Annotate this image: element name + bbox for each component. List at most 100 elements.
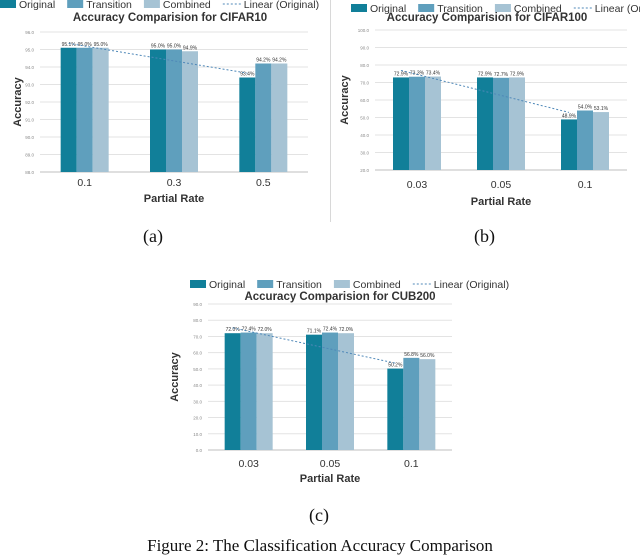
bar-value-label: 53.1% [594, 106, 609, 112]
legend-swatch-combined-b [494, 4, 511, 12]
bar-combined [509, 77, 525, 170]
bar-value-label: 54.0% [578, 105, 593, 111]
y-tick-label-c: 0.0 [196, 448, 203, 453]
bar-value-label: 94.9% [183, 45, 198, 51]
legend-swatch-transition-b [418, 4, 435, 12]
y-tick-label-c: 50.0 [193, 367, 202, 372]
x-tick-label-b: 0.03 [407, 179, 428, 191]
bar-value-label: 71.1% [307, 329, 322, 335]
legend-swatch-transition-a [67, 0, 84, 8]
y-tick-label-b: 80.0 [360, 63, 369, 68]
legend-swatch-combined-c [333, 280, 350, 288]
bar-group-c-0: 72.0% 72.4% 72.0% [224, 327, 273, 450]
bar-value-label: 95.0% [167, 44, 182, 50]
bar-value-label: 72.0% [258, 327, 273, 333]
y-tick-label-c: 80.0 [193, 318, 202, 323]
bar-combined [182, 51, 198, 172]
bar-original [477, 77, 493, 170]
y-tick-label-c: 40.0 [193, 383, 202, 388]
bar-original [60, 47, 77, 172]
bar-value-label: 56.0% [420, 353, 435, 359]
bar-group-c-1: 71.1% 72.4% 72.0% [306, 327, 354, 450]
bar-group-b-2: 48.9%54.0% 53.1% [561, 105, 609, 170]
bar-combined [425, 76, 441, 170]
sublabel-c: (c) [309, 505, 329, 525]
bar-original [239, 77, 256, 172]
bar-group-a-0: 95.1% 95.0% 95.0% [60, 42, 109, 172]
bar-combined [92, 47, 109, 172]
bar-transition [255, 63, 272, 172]
y-axis-label-c: Accuracy [169, 351, 181, 401]
bar-value-label: 93.4% [240, 72, 255, 78]
panel-divider [330, 0, 331, 222]
y-tick-label-a: 88.0 [25, 170, 34, 175]
bar-transition [493, 77, 509, 170]
legend-swatch-original-b [351, 4, 367, 12]
chart-b-svg: Original Transition Combined Linear (Origin… [339, 3, 640, 208]
bar-original [561, 119, 577, 170]
legend-label-combined-b: Combined [514, 3, 562, 15]
y-tick-label-c: 30.0 [193, 399, 202, 404]
bar-value-label: 72.9% [510, 71, 525, 77]
x-tick-label-b: 0.1 [578, 179, 593, 191]
x-axis-label-b: Partial Rate [471, 196, 532, 208]
x-tick-label-a: 0.5 [256, 177, 271, 189]
bar-original [224, 333, 241, 450]
bar-value-label: 73.3% [410, 71, 425, 77]
chart-title-b: Accuracy Comparision for CIFAR100 [387, 12, 588, 24]
x-tick-label-c: 0.05 [320, 458, 341, 470]
legend-label-original-a: Original [19, 0, 55, 11]
bar-value-label: 95.0% [78, 42, 93, 48]
bar-transition [409, 76, 425, 170]
x-tick-label-c: 0.03 [238, 458, 259, 470]
bar-value-label: 72.0% [226, 327, 241, 333]
x-tick-label-c: 0.1 [404, 458, 419, 470]
x-tick-label-b: 0.05 [491, 179, 512, 191]
x-tick-label-a: 0.1 [77, 177, 92, 189]
bar-value-label: 94.2% [272, 58, 287, 64]
y-tick-label-a: 92.0 [25, 100, 34, 105]
y-tick-label-c: 10.0 [193, 432, 202, 437]
chart-title-c: Accuracy Comparision for CUB200 [244, 291, 435, 303]
bar-value-label: 73.4% [426, 71, 441, 77]
sublabel-a: (a) [143, 226, 163, 246]
bar-value-label: 72.9% [478, 71, 493, 77]
y-tick-label-a: 91.0 [25, 118, 34, 123]
x-axis-label-a: Partial Rate [144, 193, 205, 205]
chart-title-a: Accuracy Comparision for CIFAR10 [73, 12, 267, 24]
bar-value-label: 72.4% [323, 327, 338, 333]
bar-original [306, 334, 322, 450]
legend-label-linear-a: Linear (Original) [244, 0, 319, 11]
legend-label-linear-b: Linear (Original) [595, 3, 640, 15]
y-axis-label-a: Accuracy [12, 76, 24, 126]
bar-transition [577, 110, 593, 170]
y-tick-label-c: 60.0 [193, 351, 202, 356]
y-tick-label-a: 93.0 [25, 83, 34, 88]
legend-swatch-combined-a [143, 0, 160, 8]
chart-panel-b: Original Transition Combined Linear (Origin… [335, 0, 640, 220]
bar-original [150, 49, 166, 172]
legend-swatch-original-c [190, 280, 206, 288]
y-tick-label-b: 100.0 [358, 28, 370, 33]
trendline-linear-original-b [400, 69, 570, 113]
legend-label-transition-b: Transition [437, 3, 483, 15]
legend-label-transition-a: Transition [86, 0, 132, 11]
legend-swatch-transition-c [257, 280, 274, 288]
bar-combined [419, 359, 436, 450]
bar-transition [322, 332, 338, 450]
bar-combined [338, 333, 354, 450]
y-tick-label-b: 40.0 [360, 133, 369, 138]
chart-c-svg: Original Transition Combined Linear (Origin… [169, 279, 509, 485]
y-tick-label-b: 70.0 [360, 81, 369, 86]
x-axis-label-c: Partial Rate [300, 473, 361, 485]
legend-label-combined-c: Combined [353, 279, 401, 291]
bar-value-label: 72.9% [394, 71, 409, 77]
bar-value-label: 72.7% [494, 72, 509, 78]
bar-group-a-2: 93.4% 94.2% 94.2% [239, 58, 288, 172]
legend-label-original-c: Original [209, 279, 245, 291]
bar-value-label: 56.8% [404, 352, 419, 358]
bar-original [393, 77, 409, 170]
bar-original [387, 368, 404, 450]
y-tick-label-b: 60.0 [360, 98, 369, 103]
sublabel-b: (b) [474, 226, 495, 246]
